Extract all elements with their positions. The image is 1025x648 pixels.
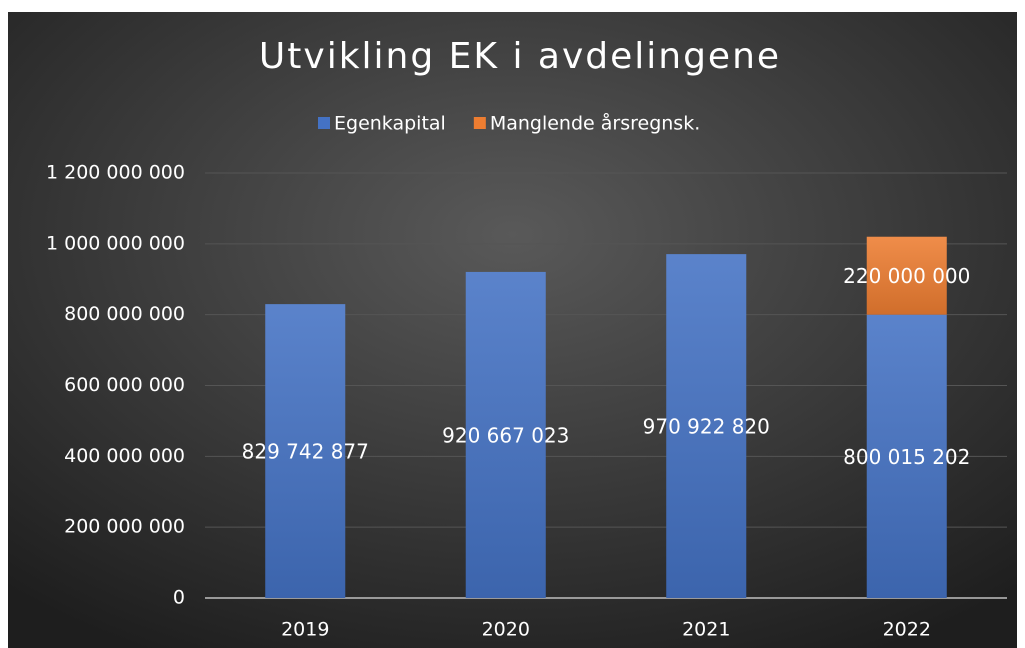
- x-tick-label: 2019: [281, 619, 329, 641]
- chart-title: Utvikling EK i avdelingene: [259, 36, 781, 77]
- bar-shade: [866, 236, 947, 315]
- legend-swatch: [473, 117, 486, 129]
- y-tick-label: 800 000 000: [64, 303, 185, 325]
- y-tick-label: 1 000 000 000: [46, 232, 185, 254]
- data-label: 220 000 000: [843, 264, 970, 288]
- data-label: 829 742 877: [242, 440, 369, 464]
- data-label: 970 922 820: [643, 415, 770, 439]
- legend-label: Manglende årsregnsk.: [490, 112, 700, 135]
- y-tick-label: 600 000 000: [64, 374, 185, 396]
- x-tick-label: 2021: [682, 619, 730, 641]
- legend-label: Egenkapital: [334, 113, 446, 135]
- y-tick-label: 400 000 000: [64, 445, 185, 467]
- y-tick-label: 200 000 000: [64, 516, 185, 538]
- bar-shade: [465, 271, 546, 598]
- legend-swatch: [318, 117, 330, 129]
- y-tick-label: 0: [173, 587, 185, 609]
- bar-shade: [666, 254, 747, 598]
- bar-shade: [265, 304, 346, 598]
- data-label: 920 667 023: [442, 423, 569, 447]
- data-label: 800 015 202: [843, 445, 970, 469]
- x-tick-label: 2022: [883, 619, 931, 641]
- y-tick-label: 1 200 000 000: [46, 162, 185, 184]
- bar-shade: [866, 314, 947, 598]
- x-tick-label: 2020: [482, 619, 530, 641]
